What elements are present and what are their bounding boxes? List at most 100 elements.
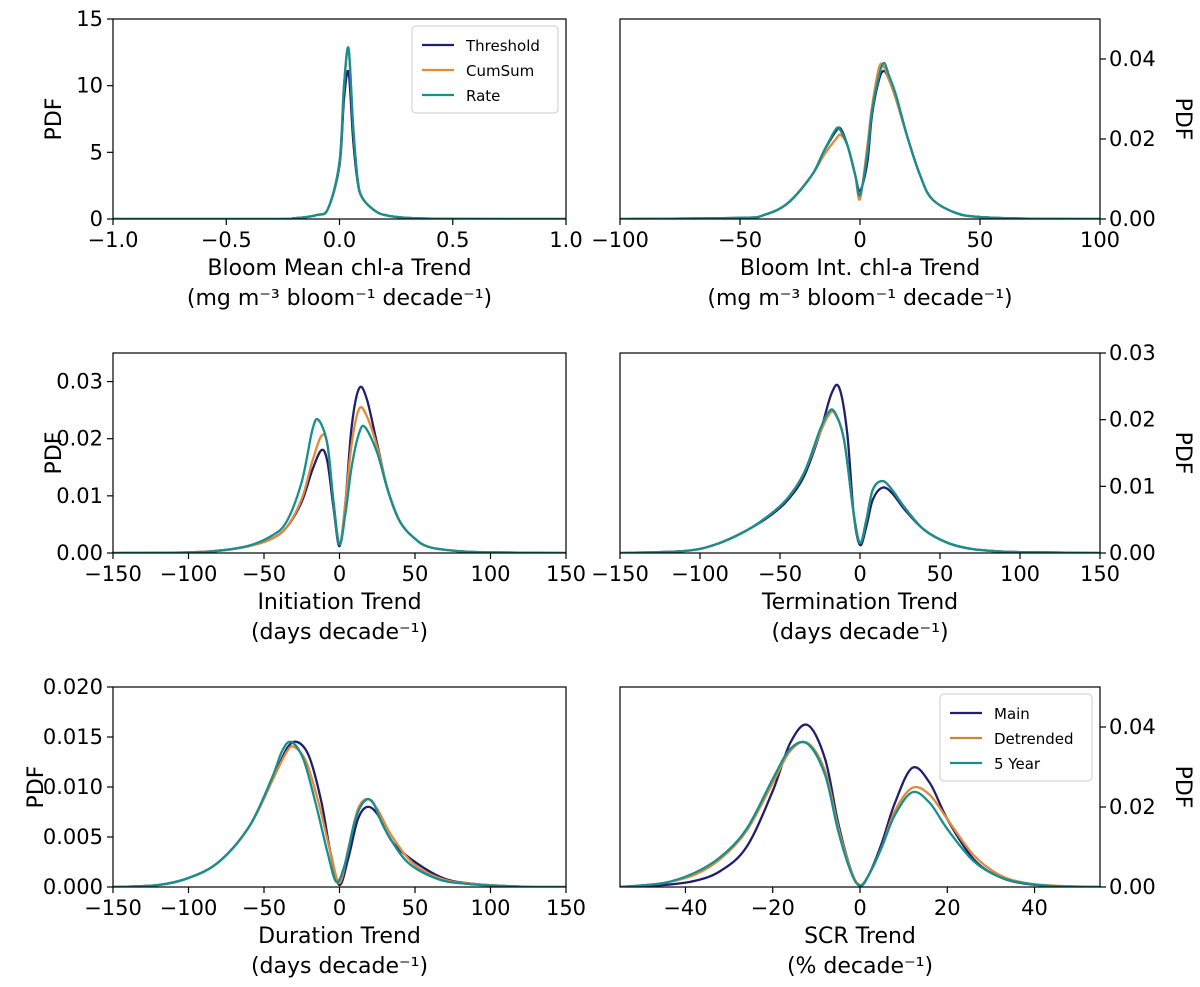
y-tick-label: 0.00 xyxy=(56,541,103,565)
legend-label: Rate xyxy=(466,87,500,105)
x-axis-label: Bloom Mean chl-a Trend xyxy=(207,256,471,281)
x-axis-label: Bloom Int. chl-a Trend xyxy=(740,256,980,281)
series-line-3 xyxy=(620,408,1100,553)
y-axis-label: PDF xyxy=(42,432,67,475)
y-tick-label: 5 xyxy=(90,140,103,164)
x-tick-label: 0 xyxy=(853,228,866,252)
chart-panel-6: −40 −20 0 20 40 0.00 0.02 0.04 SCR Trend (% decad… xyxy=(619,686,1195,979)
y-tick-label: 0 xyxy=(90,207,103,231)
x-tick-label: −150 xyxy=(591,562,649,586)
y-tick-label: 0.04 xyxy=(1109,47,1156,71)
x-tick-label: 1.0 xyxy=(549,228,582,252)
x-tick-label: −150 xyxy=(84,896,142,920)
series-line-3 xyxy=(620,740,1100,887)
legend-box xyxy=(939,693,1093,782)
legend-label: Threshold xyxy=(465,37,540,55)
x-tick-label: 100 xyxy=(1000,562,1040,586)
series-line-2 xyxy=(113,406,566,553)
y-axis-label: PDF xyxy=(1170,766,1195,809)
x-tick-label: 150 xyxy=(1080,562,1120,586)
x-tick-label: 0 xyxy=(853,896,866,920)
series-line-3 xyxy=(620,61,1100,219)
y-tick-label: 0.00 xyxy=(1109,207,1156,231)
x-tick-label: −20 xyxy=(751,896,795,920)
y-tick-label: 0.005 xyxy=(43,825,103,849)
x-tick-label: −1.0 xyxy=(88,228,139,252)
x-tick-label: −100 xyxy=(160,562,218,586)
x-axis-label: Termination Trend xyxy=(761,590,958,615)
x-tick-label: 50 xyxy=(402,896,429,920)
x-tick-label: 100 xyxy=(1080,228,1120,252)
series-line-3 xyxy=(113,740,566,887)
x-tick-label: 50 xyxy=(967,228,994,252)
y-tick-label: 0.02 xyxy=(1109,408,1156,432)
x-tick-label: 0 xyxy=(853,562,866,586)
legend-label: CumSum xyxy=(466,62,534,80)
x-tick-label: −150 xyxy=(84,562,142,586)
x-tick-label: −50 xyxy=(242,562,286,586)
legend-label: Detrended xyxy=(994,730,1074,748)
legend: Main Detrended 5 Year xyxy=(939,693,1093,782)
y-axis-label: PDF xyxy=(42,98,67,141)
series-line-1 xyxy=(113,740,566,887)
x-tick-label: 40 xyxy=(1021,896,1048,920)
x-tick-label: −100 xyxy=(591,228,649,252)
x-tick-label: −0.5 xyxy=(201,228,252,252)
y-tick-label: 0.03 xyxy=(1109,341,1156,365)
x-axis-label: Initiation Trend xyxy=(257,590,421,615)
legend-label: 5 Year xyxy=(994,755,1041,773)
x-tick-label: −50 xyxy=(758,562,802,586)
x-tick-label: 0.0 xyxy=(323,228,356,252)
legend: Threshold CumSum Rate xyxy=(411,25,559,114)
x-tick-label: 0 xyxy=(333,896,346,920)
x-tick-label: 100 xyxy=(470,562,510,586)
x-axis-label-units: (days decade⁻¹) xyxy=(251,954,428,979)
y-tick-label: 0.03 xyxy=(56,370,103,394)
x-axis-label-units: (mg m⁻³ bloom⁻¹ decade⁻¹) xyxy=(707,286,1012,311)
y-axis-label: PDF xyxy=(24,766,49,809)
plot-frame xyxy=(619,352,1101,554)
series-line-1 xyxy=(113,385,566,553)
series-line-3 xyxy=(113,46,566,219)
y-tick-label: 0.02 xyxy=(1109,795,1156,819)
series-line-3 xyxy=(113,417,566,553)
legend-box xyxy=(411,25,559,114)
x-tick-label: 100 xyxy=(470,896,510,920)
x-tick-label: 0.5 xyxy=(436,228,469,252)
y-tick-label: 0.00 xyxy=(1109,875,1156,899)
y-tick-label: 0.01 xyxy=(1109,474,1156,498)
chart-panel-5: −150 −100 −50 0 50 100 150 0.000 0.005 0.010 0.015… xyxy=(24,675,586,979)
legend-label: Main xyxy=(994,705,1030,723)
series-line-1 xyxy=(620,383,1100,553)
y-tick-label: 0.01 xyxy=(56,484,103,508)
chart-panel-3: −150 −100 −50 0 50 100 150 0.00 0.01 0.02 0.03 Init… xyxy=(42,352,586,645)
x-tick-label: 50 xyxy=(402,562,429,586)
x-axis-label-units: (days decade⁻¹) xyxy=(771,620,948,645)
y-tick-label: 0.02 xyxy=(56,427,103,451)
x-tick-label: 50 xyxy=(927,562,954,586)
y-tick-label: 15 xyxy=(76,7,103,31)
x-axis-label: SCR Trend xyxy=(804,924,916,949)
x-axis-label-units: (mg m⁻³ bloom⁻¹ decade⁻¹) xyxy=(187,286,492,311)
x-tick-label: −50 xyxy=(242,896,286,920)
y-tick-label: 0.015 xyxy=(43,725,103,749)
y-axis-label: PDF xyxy=(1170,432,1195,475)
series-line-2 xyxy=(620,410,1100,553)
plot-frame xyxy=(112,686,567,888)
chart-panel-1: −1.0 −0.5 0.0 0.5 1.0 0 5 10 15 Bloom Mean chl-a … xyxy=(42,7,583,311)
plot-frame xyxy=(112,352,567,554)
x-axis-label-units: (days decade⁻¹) xyxy=(251,620,428,645)
x-tick-label: 20 xyxy=(934,896,961,920)
x-axis-label-units: (% decade⁻¹) xyxy=(787,954,933,979)
y-tick-label: 10 xyxy=(76,74,103,98)
y-axis-label: PDF xyxy=(1170,98,1195,141)
x-tick-label: 150 xyxy=(546,562,586,586)
x-tick-label: −40 xyxy=(663,896,707,920)
plot-frame xyxy=(619,18,1101,220)
y-tick-label: 0.02 xyxy=(1109,127,1156,151)
x-tick-label: −100 xyxy=(671,562,729,586)
y-tick-label: 0.04 xyxy=(1109,715,1156,739)
